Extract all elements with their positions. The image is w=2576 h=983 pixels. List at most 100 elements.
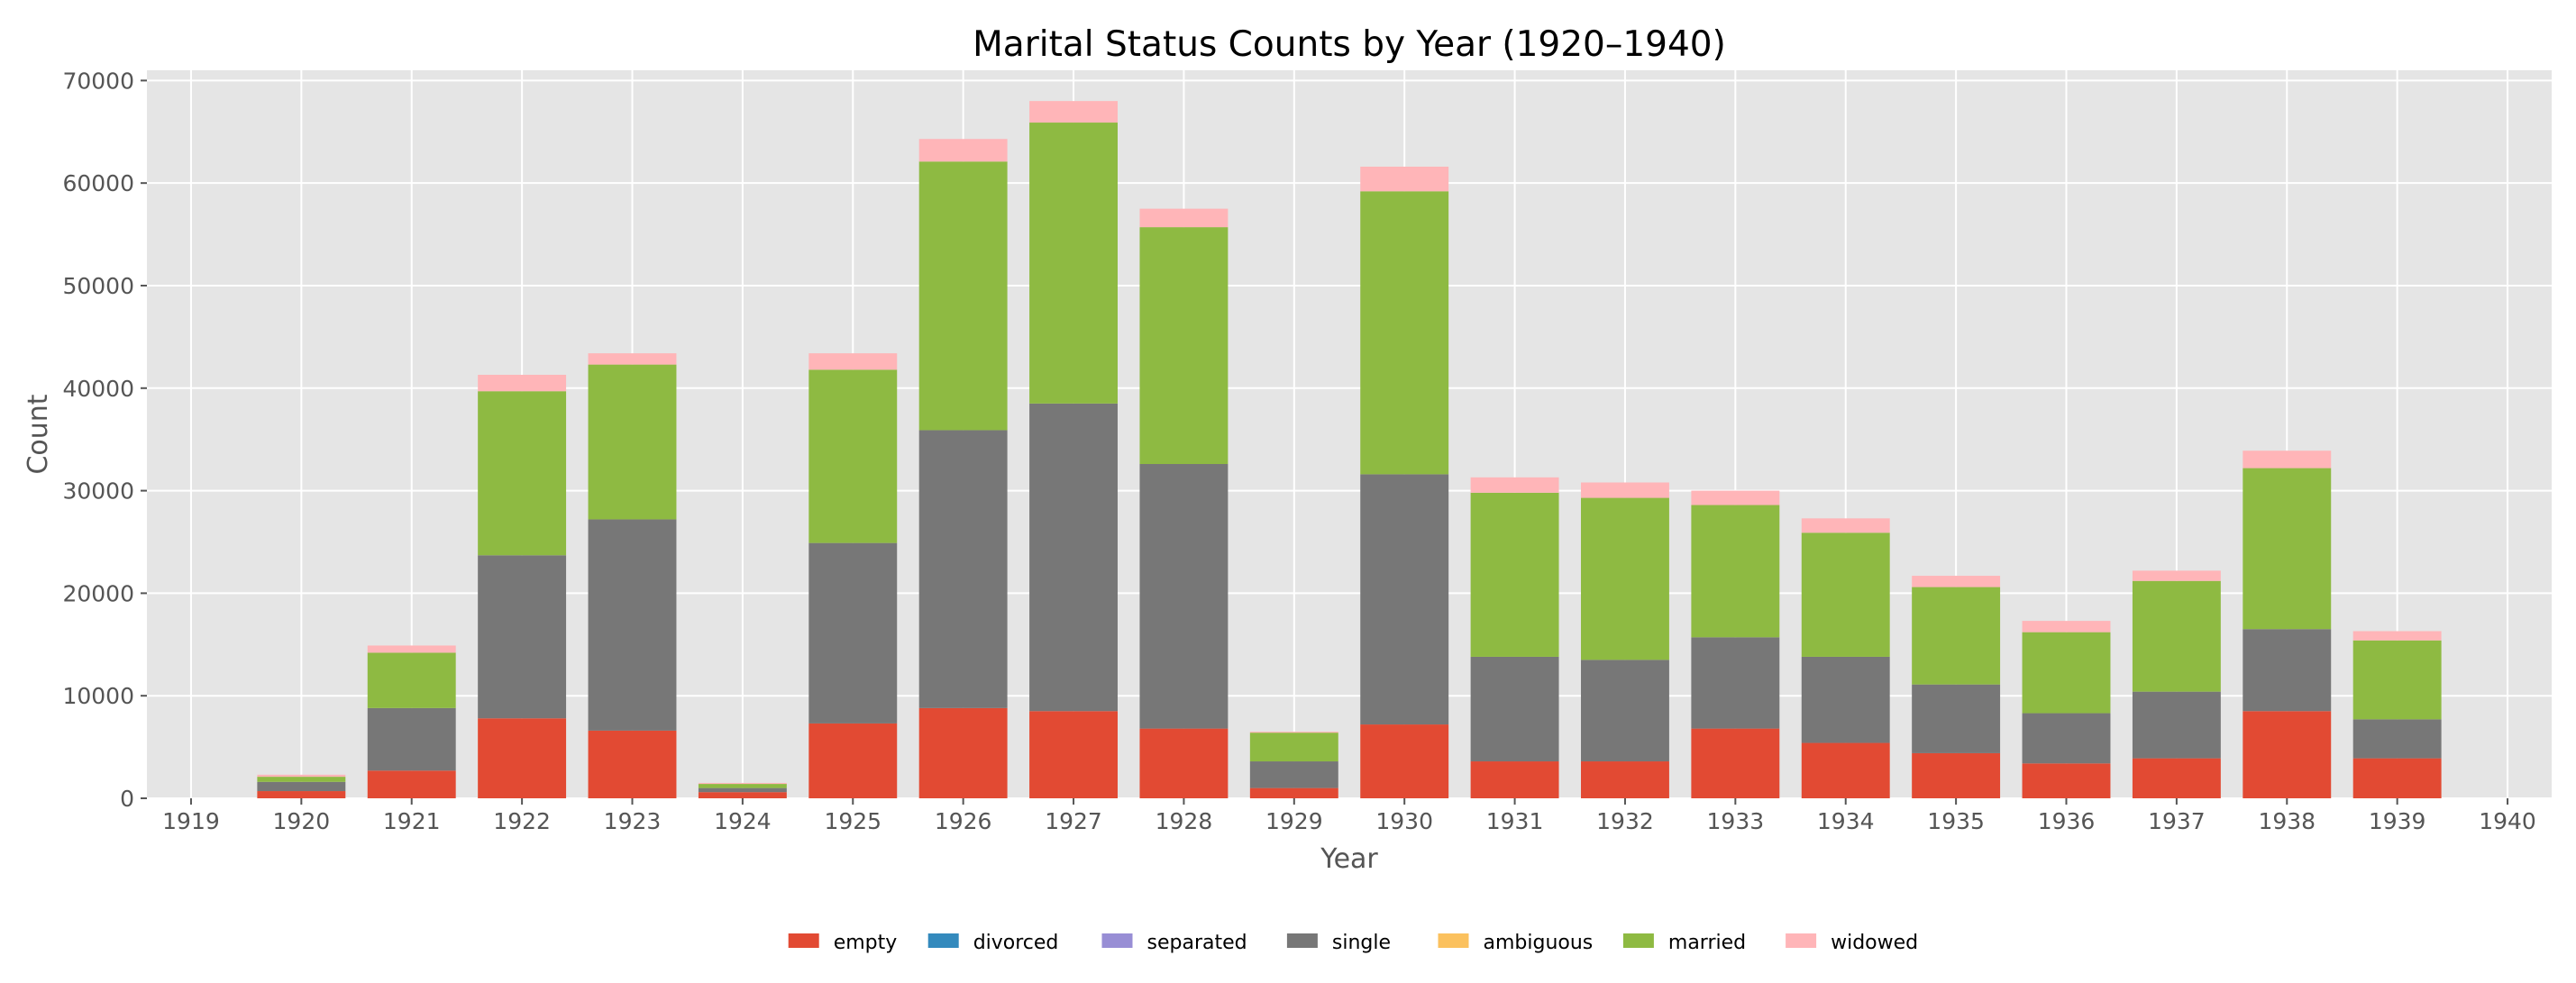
x-tick-label: 1931 <box>1486 808 1544 834</box>
bar-single-1927 <box>1029 403 1118 712</box>
legend-swatch-divorced <box>927 933 959 948</box>
bars <box>257 101 2442 798</box>
bar-single-1920 <box>257 781 346 792</box>
bar-single-1938 <box>2243 629 2332 712</box>
bar-single-1921 <box>367 707 456 771</box>
bar-single-1929 <box>1249 761 1338 788</box>
bar-married-1932 <box>1581 497 1669 660</box>
chart-title: Marital Status Counts by Year (1920–1940… <box>973 24 1726 65</box>
x-axis-title: Year <box>1320 843 1378 875</box>
bar-widowed-1928 <box>1139 208 1229 228</box>
bar-single-1923 <box>588 519 677 731</box>
bar-single-1933 <box>1691 637 1780 729</box>
x-tick-label: 1938 <box>2258 808 2316 834</box>
bar-widowed-1923 <box>588 353 677 365</box>
x-tick-label: 1937 <box>2148 808 2206 834</box>
bar-widowed-1932 <box>1581 482 1669 498</box>
bar-widowed-1924 <box>698 782 787 785</box>
bar-married-1929 <box>1249 733 1338 762</box>
bar-empty-1938 <box>2243 711 2332 798</box>
bar-widowed-1922 <box>478 374 567 392</box>
bar-widowed-1933 <box>1691 490 1780 505</box>
bar-widowed-1935 <box>1912 576 2001 587</box>
bar-widowed-1929 <box>1249 732 1338 733</box>
bar-widowed-1938 <box>2243 451 2332 469</box>
bar-single-1932 <box>1581 660 1669 762</box>
x-tick-label: 1929 <box>1265 808 1323 834</box>
bar-empty-1934 <box>1801 742 1890 798</box>
legend-label-widowed: widowed <box>1831 932 1918 954</box>
legend-item-separated: separated <box>1101 932 1247 954</box>
bar-empty-1925 <box>808 723 898 798</box>
bar-widowed-1927 <box>1029 101 1118 123</box>
bar-married-1927 <box>1029 123 1118 404</box>
bar-widowed-1930 <box>1360 166 1449 192</box>
bar-single-1926 <box>918 430 1008 708</box>
legend-label-divorced: divorced <box>973 932 1059 954</box>
legend-swatch-separated <box>1101 933 1133 948</box>
legend-item-widowed: widowed <box>1786 932 1918 954</box>
legend-swatch-widowed <box>1786 933 1817 948</box>
y-tick-label: 60000 <box>62 170 134 196</box>
bar-married-1922 <box>478 391 567 556</box>
x-tick-label: 1940 <box>2479 808 2536 834</box>
bar-married-1931 <box>1470 492 1559 657</box>
legend-swatch-single <box>1286 933 1318 948</box>
x-tick-label: 1932 <box>1596 808 1654 834</box>
bar-widowed-1925 <box>808 353 898 370</box>
bar-widowed-1931 <box>1470 477 1559 493</box>
y-tick-label: 70000 <box>62 68 134 94</box>
legend-label-single: single <box>1332 932 1391 954</box>
legend-item-married: married <box>1622 932 1746 954</box>
bar-empty-1936 <box>2022 763 2111 798</box>
x-tick-label: 1919 <box>162 808 220 834</box>
bar-married-1924 <box>698 784 787 788</box>
bar-empty-1932 <box>1581 761 1669 798</box>
bar-empty-1931 <box>1470 761 1559 798</box>
legend-item-empty: empty <box>788 932 897 954</box>
x-tick-label: 1936 <box>2038 808 2096 834</box>
bar-single-1930 <box>1360 474 1449 725</box>
x-tick-label: 1922 <box>493 808 551 834</box>
bar-empty-1920 <box>257 791 346 798</box>
legend-item-divorced: divorced <box>927 932 1059 954</box>
bar-widowed-1926 <box>918 139 1008 162</box>
plot-area <box>147 70 2552 799</box>
x-tick-label: 1934 <box>1817 808 1875 834</box>
x-tick-label: 1923 <box>604 808 662 834</box>
bar-single-1937 <box>2132 691 2221 759</box>
bar-single-1934 <box>1801 656 1890 743</box>
bar-single-1928 <box>1139 464 1229 729</box>
bar-married-1934 <box>1801 532 1890 657</box>
x-tick-label: 1920 <box>273 808 331 834</box>
legend-label-married: married <box>1668 932 1746 954</box>
bar-single-1936 <box>2022 713 2111 764</box>
bar-empty-1933 <box>1691 728 1780 798</box>
bar-empty-1937 <box>2132 758 2221 798</box>
bar-empty-1921 <box>367 770 456 798</box>
legend-item-ambiguous: ambiguous <box>1438 932 1593 954</box>
bar-empty-1926 <box>918 707 1008 798</box>
y-tick-label: 50000 <box>62 273 134 299</box>
x-tick-label: 1939 <box>2369 808 2426 834</box>
bar-single-1931 <box>1470 656 1559 762</box>
y-axis-title: Count <box>23 394 54 474</box>
bar-empty-1928 <box>1139 728 1229 798</box>
bar-married-1936 <box>2022 632 2111 714</box>
x-tick-label: 1926 <box>935 808 992 834</box>
legend: empty divorced separated single ambiguous mar… <box>788 932 1918 954</box>
bar-widowed-1936 <box>2022 621 2111 633</box>
bar-single-1924 <box>698 787 787 793</box>
x-tick-label: 1930 <box>1375 808 1433 834</box>
x-axis-ticks: 1919 1920 1921 1922 1923 1924 1925 1926 1927 1928… <box>162 798 2536 834</box>
legend-swatch-empty <box>788 933 819 948</box>
bar-married-1938 <box>2243 468 2332 630</box>
bar-empty-1935 <box>1912 752 2001 798</box>
bar-empty-1930 <box>1360 724 1449 798</box>
bar-widowed-1939 <box>2352 631 2442 641</box>
legend-swatch-ambiguous <box>1438 933 1469 948</box>
bar-married-1937 <box>2132 580 2221 692</box>
bar-married-1933 <box>1691 505 1780 638</box>
